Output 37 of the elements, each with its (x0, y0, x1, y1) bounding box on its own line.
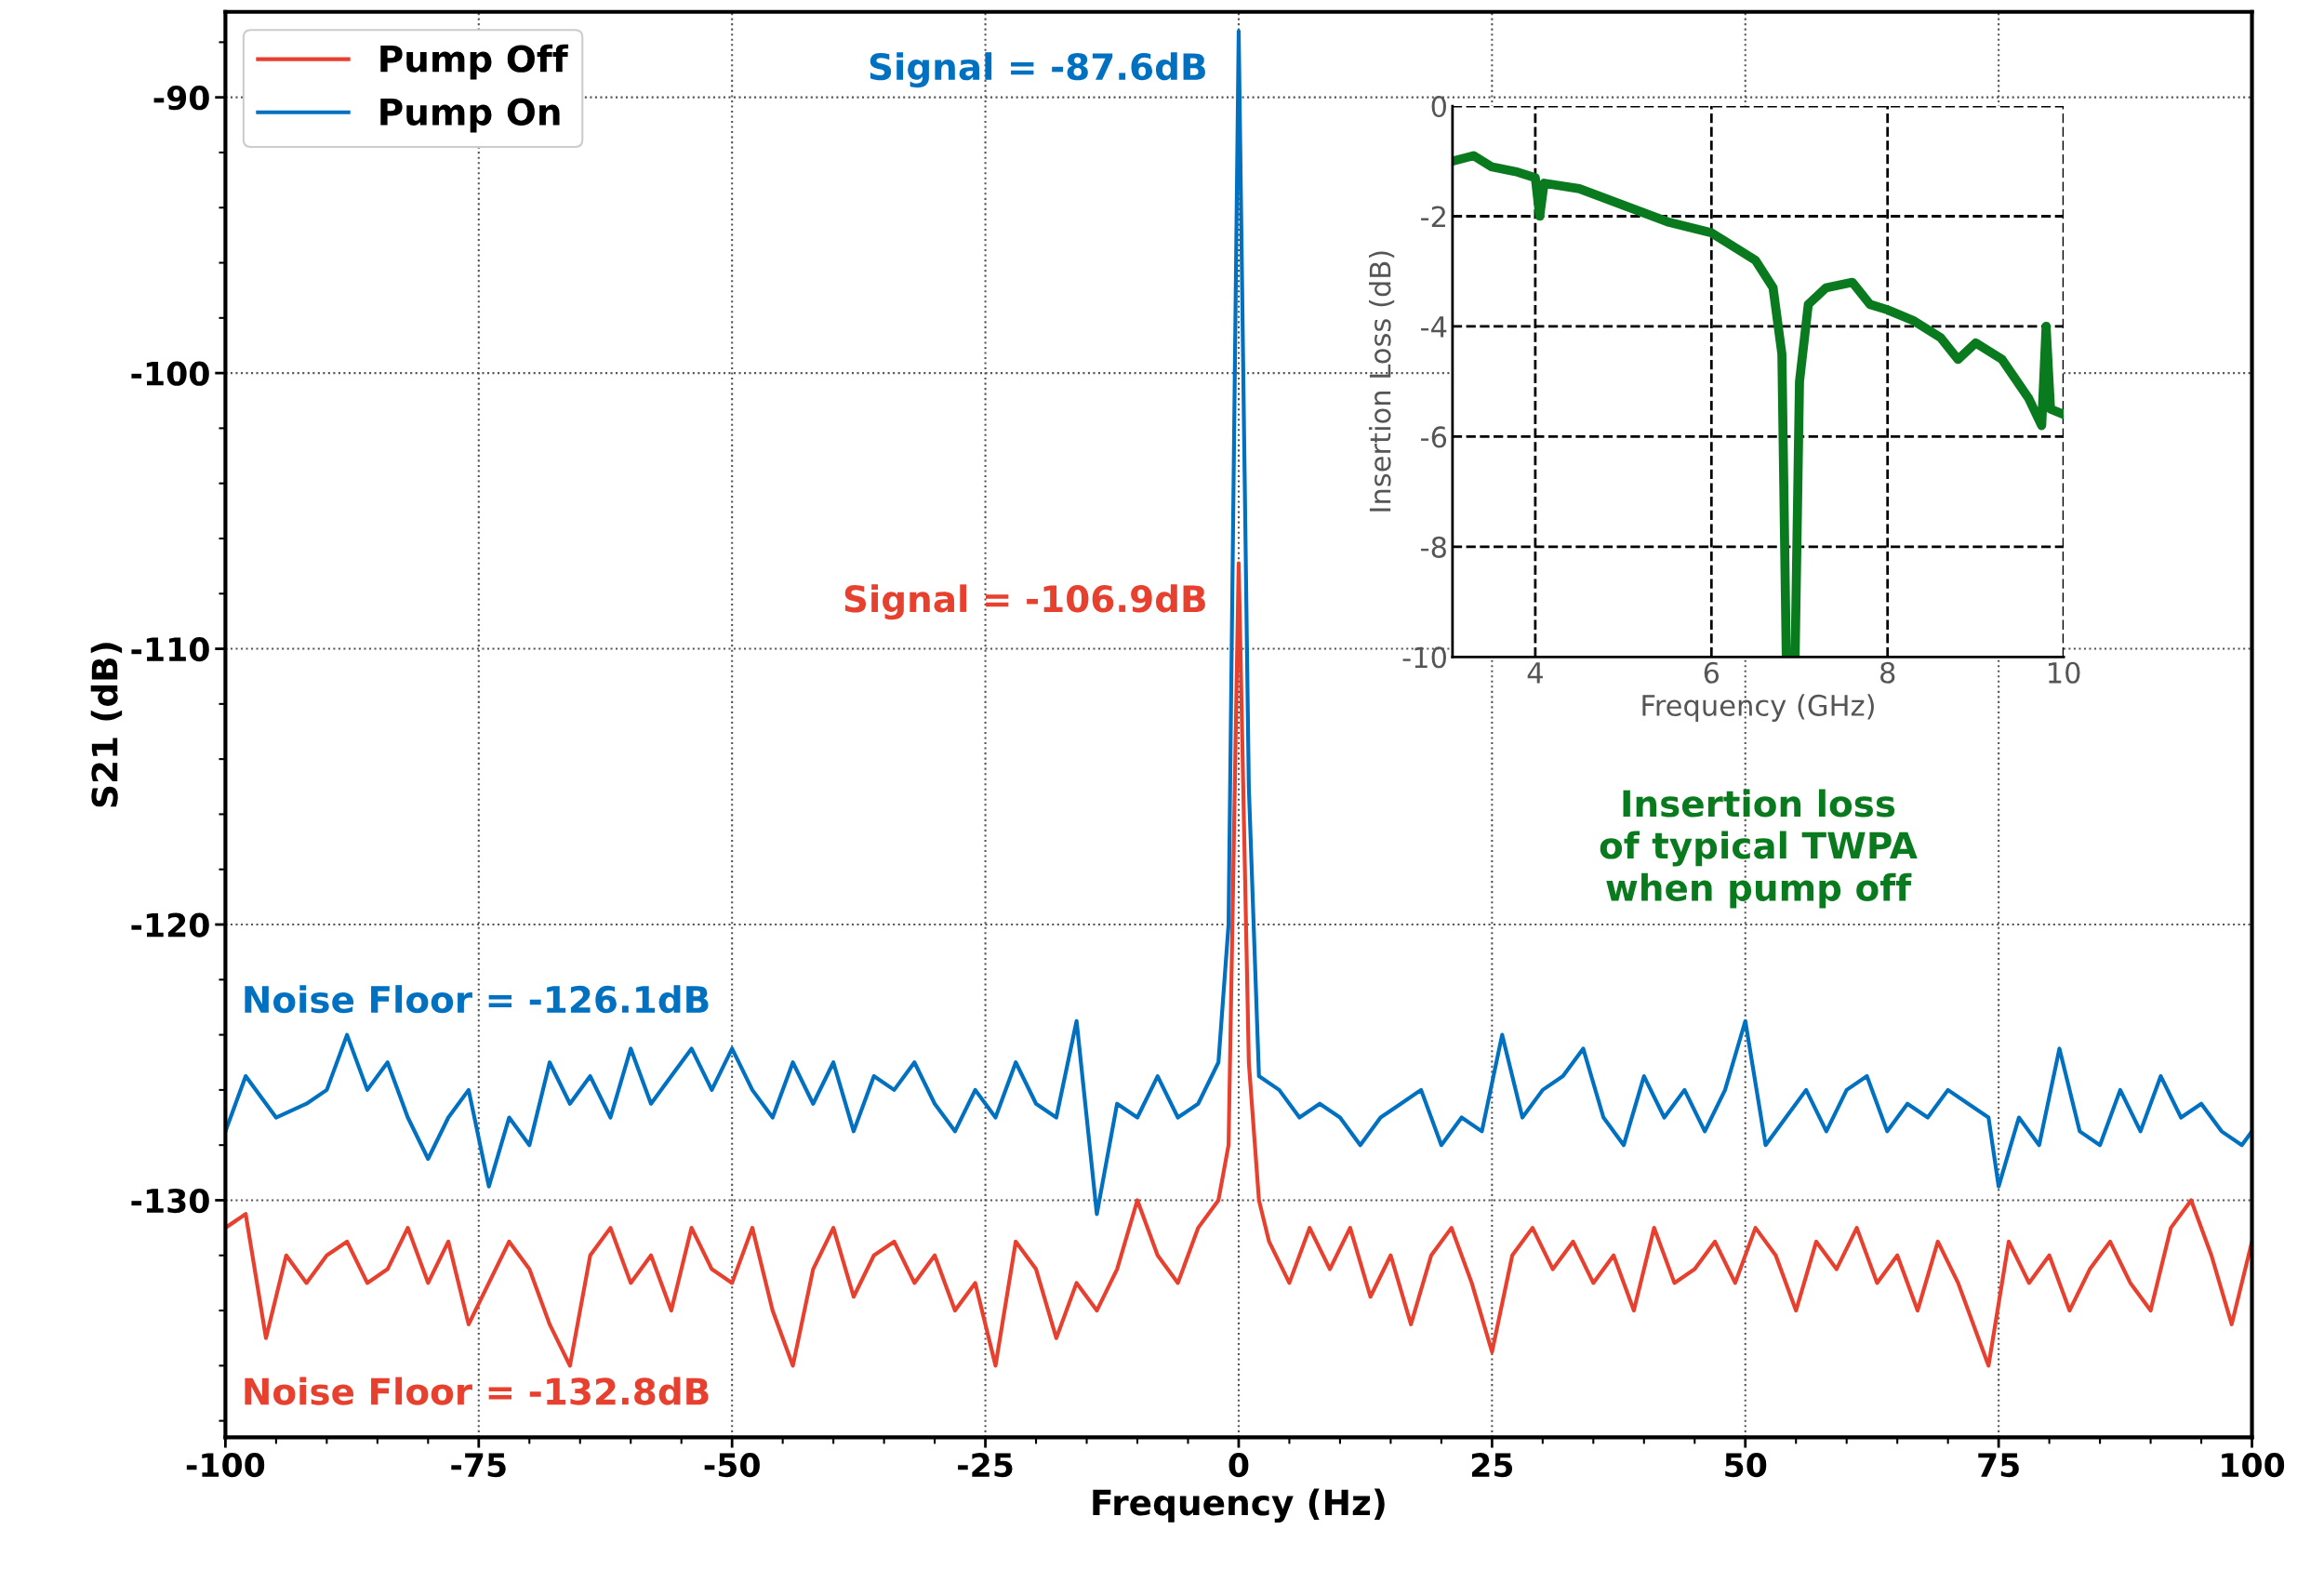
y-tick-label: -90 (153, 86, 209, 111)
x-tick-label: 25 (1471, 1453, 1513, 1478)
line-series (225, 561, 2252, 1368)
legend-label: Pump On (380, 98, 560, 133)
x-tick-label: 50 (1725, 1453, 1767, 1478)
x-tick-label: -25 (958, 1453, 1013, 1478)
y-tick-label: -4 (1421, 316, 1447, 338)
x-tick-label: -75 (451, 1453, 506, 1478)
annotation: Signal = -106.9dB (844, 584, 1205, 620)
x-tick-label: 100 (2222, 1453, 2285, 1478)
y-tick-label: -8 (1421, 536, 1446, 558)
x-tick-label: 0 (1228, 1453, 1249, 1478)
annotation: Noise Floor = -132.8dB (245, 1377, 709, 1405)
x-axis-title: Frequency (GHz) (1642, 694, 1874, 722)
y-tick-label: -100 (131, 361, 209, 386)
x-tick-label: -100 (186, 1453, 265, 1478)
y-tick-label: -10 (1402, 646, 1446, 669)
y-tick-label: -6 (1421, 426, 1447, 448)
y-axis-title: Insertion Loss (dB) (1368, 251, 1395, 512)
annotation: Insertion loss of typical TWPA when pump off (1600, 789, 1918, 909)
annotation: Noise Floor = -126.1dB (245, 985, 709, 1014)
y-axis-title: S21 (dB) (90, 643, 123, 807)
x-tick-label: 75 (1978, 1453, 2019, 1478)
x-tick-label: -50 (704, 1453, 760, 1478)
x-tick-label: 10 (2049, 661, 2080, 684)
y-tick-label: -110 (131, 636, 209, 662)
x-tick-label: 8 (1880, 661, 1895, 684)
x-tick-label: 4 (1527, 662, 1543, 684)
y-tick-label: -130 (131, 1188, 209, 1214)
y-tick-label: -120 (131, 912, 209, 938)
line-series (225, 29, 2252, 1217)
x-axis-title: Frequency (Hz) (1093, 1488, 1385, 1523)
x-tick-label: 6 (1704, 661, 1720, 684)
annotation: Signal = -87.6dB (870, 52, 1205, 88)
y-tick-label: 0 (1431, 95, 1446, 118)
legend-label: Pump Off (380, 44, 569, 80)
y-tick-label: -2 (1421, 206, 1445, 228)
